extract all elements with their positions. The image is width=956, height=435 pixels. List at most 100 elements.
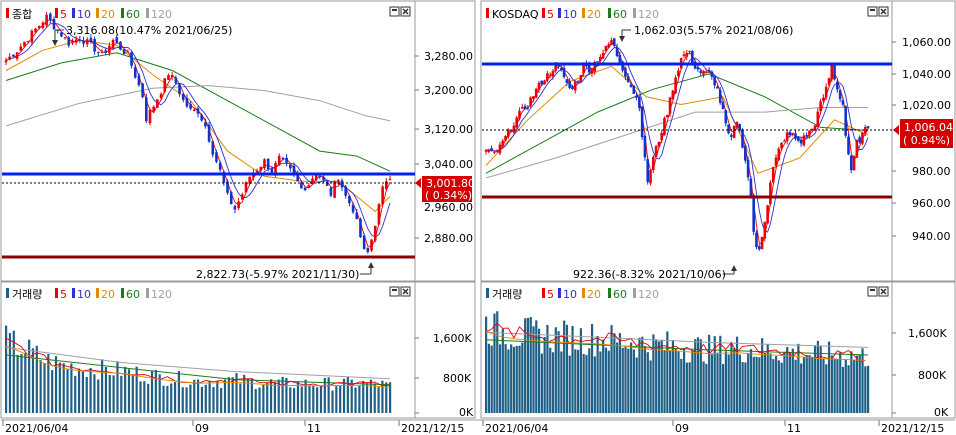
candle-body xyxy=(318,175,322,178)
candle-body xyxy=(300,182,303,189)
volume-bar xyxy=(551,352,555,413)
candle-body xyxy=(137,75,141,86)
volume-bar xyxy=(660,340,663,413)
candle-body xyxy=(674,77,677,94)
volume-bar xyxy=(730,343,733,413)
date-tick: 11 xyxy=(787,422,801,435)
volume-bar xyxy=(254,388,257,413)
kospi-yaxis: 3,280.00 3,200.00 3,120.00 3,040.00 2,96… xyxy=(415,50,473,245)
volume-bar xyxy=(722,364,725,413)
volume-title: 거래량 xyxy=(12,288,42,301)
ma10-label: 10 xyxy=(77,288,91,301)
maximize-icon[interactable] xyxy=(867,6,878,17)
candle-body xyxy=(532,96,535,99)
volume-bar xyxy=(783,351,786,413)
volume-bar xyxy=(193,379,196,413)
candle-body xyxy=(682,54,686,57)
date-end: 2021/12/15 xyxy=(401,422,464,435)
candle-body xyxy=(178,84,181,94)
candle-body xyxy=(351,204,355,213)
volume-bar xyxy=(864,366,867,413)
candle-body xyxy=(259,167,263,171)
candle-body xyxy=(490,148,493,152)
candle-body xyxy=(546,73,549,81)
kospi-volume-bars xyxy=(5,325,392,413)
volume-bar xyxy=(568,355,571,413)
candle-body xyxy=(204,122,207,127)
volume-bar xyxy=(624,346,627,413)
candle-body xyxy=(292,165,296,175)
volume-bar xyxy=(54,356,58,413)
y-tick: 1,060.00 xyxy=(902,36,951,49)
volume-bar xyxy=(493,313,496,413)
volume-bar xyxy=(663,350,666,413)
volume-bar xyxy=(389,382,392,413)
volume-bar xyxy=(702,361,705,413)
volume-bar xyxy=(181,387,184,413)
volume-bar xyxy=(515,345,518,413)
volume-bar xyxy=(666,331,669,413)
candle-body xyxy=(233,205,237,210)
low-label: 922.36(-8.32% 2021/10/06) xyxy=(573,268,726,281)
candle-body xyxy=(141,83,144,97)
volume-bar xyxy=(752,356,755,413)
candle-body xyxy=(196,108,200,114)
candle-body xyxy=(836,81,839,90)
volume-bar xyxy=(847,365,850,413)
maximize-icon[interactable] xyxy=(867,286,878,297)
candle-body xyxy=(601,53,605,59)
kosdaq-price-panel[interactable]: KOSDAQ 5 10 20 60 120 1,060.00 1,040.00 … xyxy=(480,0,956,282)
volume-bar xyxy=(716,352,719,413)
volume-bar xyxy=(223,379,227,413)
volume-bar xyxy=(766,343,769,413)
maximize-icon[interactable] xyxy=(389,6,400,17)
volume-bar xyxy=(108,375,111,413)
y-tick: 3,120.00 xyxy=(424,123,473,136)
candle-body xyxy=(643,135,647,158)
candle-body xyxy=(707,69,711,72)
y-tick: 940.00 xyxy=(912,230,951,243)
volume-bar xyxy=(239,383,242,413)
candle-body xyxy=(266,158,270,170)
candle-body xyxy=(248,176,251,184)
candle-body xyxy=(562,67,566,78)
candle-body xyxy=(716,86,719,89)
candle-body xyxy=(760,236,764,250)
maximize-icon[interactable] xyxy=(389,286,400,297)
kospi-volume-panel[interactable]: 거래량 5 10 20 60 120 1,600K 800K 0K xyxy=(0,281,476,419)
candle-body xyxy=(314,173,318,180)
volume-bar xyxy=(537,328,541,413)
kosdaq-price-tag: 1,006.04 ( 0.94%) xyxy=(893,119,953,148)
volume-bar xyxy=(797,343,800,413)
candle-body xyxy=(71,40,74,44)
candle-body xyxy=(559,68,563,70)
candle-body xyxy=(735,122,739,128)
volume-bar xyxy=(58,362,61,413)
candle-body xyxy=(520,107,524,109)
candle-body xyxy=(858,137,861,143)
candle-body xyxy=(222,171,226,183)
kosdaq-volume-panel[interactable]: 거래량 5 10 20 60 120 1,600K 800K 0K xyxy=(480,281,956,419)
candle-body xyxy=(373,225,377,241)
candle-body xyxy=(167,75,170,80)
volume-bar xyxy=(735,336,739,413)
candle-body xyxy=(780,142,783,149)
candle-body xyxy=(582,63,585,74)
y-tick: 0K xyxy=(934,406,949,419)
volume-bar xyxy=(713,336,716,413)
kospi-price-panel[interactable]: 종합 5 10 20 60 120 3,280.00 3,200.00 3,12… xyxy=(0,0,476,282)
candle-body xyxy=(325,181,329,186)
candle-body xyxy=(30,30,34,43)
candle-body xyxy=(685,53,689,57)
kosdaq-volume-window-buttons xyxy=(867,286,889,297)
candle-body xyxy=(512,125,516,133)
volume-bar xyxy=(565,324,569,413)
ma60-label: 60 xyxy=(126,8,140,21)
volume-bar xyxy=(127,369,131,413)
candle-body xyxy=(827,78,831,85)
volume-bar xyxy=(189,384,192,413)
candle-body xyxy=(844,106,847,136)
volume-bar xyxy=(204,384,207,413)
candle-body xyxy=(738,124,742,131)
